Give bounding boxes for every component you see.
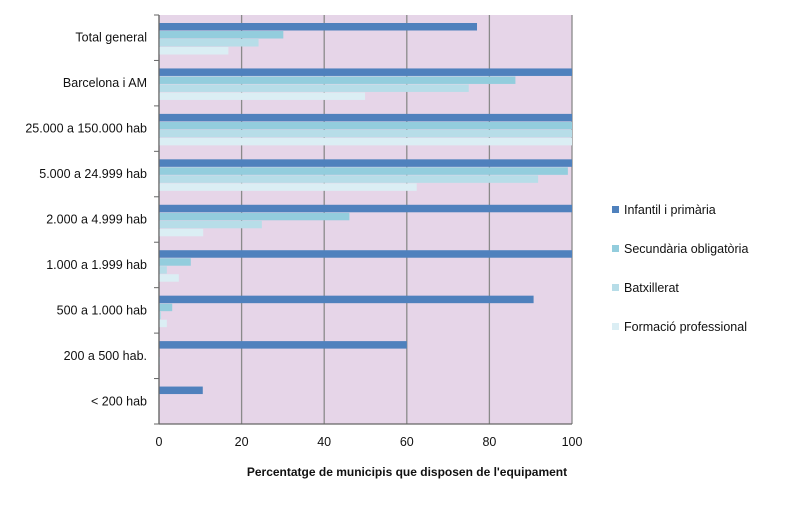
bar-4-1 <box>159 212 350 221</box>
bar-8-0 <box>159 386 203 395</box>
bar-6-1 <box>159 303 173 312</box>
bar-2-3 <box>159 137 572 146</box>
category-label: 2.000 a 4.999 hab <box>46 213 147 227</box>
bar-3-2 <box>159 175 539 183</box>
legend-label: Secundària obligatòria <box>624 242 748 256</box>
legend-swatch <box>612 284 619 291</box>
legend-label: Infantil i primària <box>624 203 716 217</box>
bar-0-0 <box>159 23 478 31</box>
x-tick-label: 20 <box>235 435 249 449</box>
x-tick-label: 100 <box>562 435 583 449</box>
legend-swatch <box>612 323 619 330</box>
legend-label: Batxillerat <box>624 281 679 295</box>
x-tick-label: 40 <box>317 435 331 449</box>
category-label: < 200 hab <box>91 394 147 408</box>
bar-0-2 <box>159 39 259 47</box>
bar-2-2 <box>159 129 572 138</box>
category-label: 200 a 500 hab. <box>64 349 147 363</box>
bar-7-0 <box>159 341 407 349</box>
bar-3-3 <box>159 183 417 191</box>
bar-1-1 <box>159 76 516 84</box>
bar-1-3 <box>159 92 366 100</box>
bar-3-0 <box>159 159 572 167</box>
bar-4-2 <box>159 220 262 229</box>
bar-6-0 <box>159 295 534 304</box>
category-label: Barcelona i AM <box>63 76 147 90</box>
bar-5-3 <box>159 274 179 282</box>
bar-5-1 <box>159 258 191 266</box>
legend-swatch <box>612 206 619 213</box>
category-label: 5.000 a 24.999 hab <box>39 167 147 181</box>
x-tick-label: 80 <box>482 435 496 449</box>
x-tick-label: 0 <box>156 435 163 449</box>
bar-5-0 <box>159 250 572 258</box>
bar-0-1 <box>159 31 284 39</box>
bar-4-3 <box>159 228 204 237</box>
bar-0-3 <box>159 47 229 55</box>
bar-3-1 <box>159 167 568 175</box>
bar-6-3 <box>159 319 167 328</box>
category-label: 500 a 1.000 hab <box>57 303 147 317</box>
x-axis-title: Percentatge de municipis que disposen de… <box>247 465 567 479</box>
bar-4-0 <box>159 204 572 213</box>
bar-5-2 <box>159 266 167 274</box>
legend-swatch <box>612 245 619 252</box>
x-tick-label: 60 <box>400 435 414 449</box>
bar-1-0 <box>159 68 572 76</box>
bar-2-1 <box>159 121 572 130</box>
category-label: Total general <box>75 31 147 45</box>
category-label: 25.000 a 150.000 hab <box>25 122 147 136</box>
bar-2-0 <box>159 113 572 122</box>
legend-label: Formació professional <box>624 320 747 334</box>
bar-6-2 <box>159 311 162 320</box>
bar-1-2 <box>159 84 469 92</box>
category-label: 1.000 a 1.999 hab <box>46 258 147 272</box>
